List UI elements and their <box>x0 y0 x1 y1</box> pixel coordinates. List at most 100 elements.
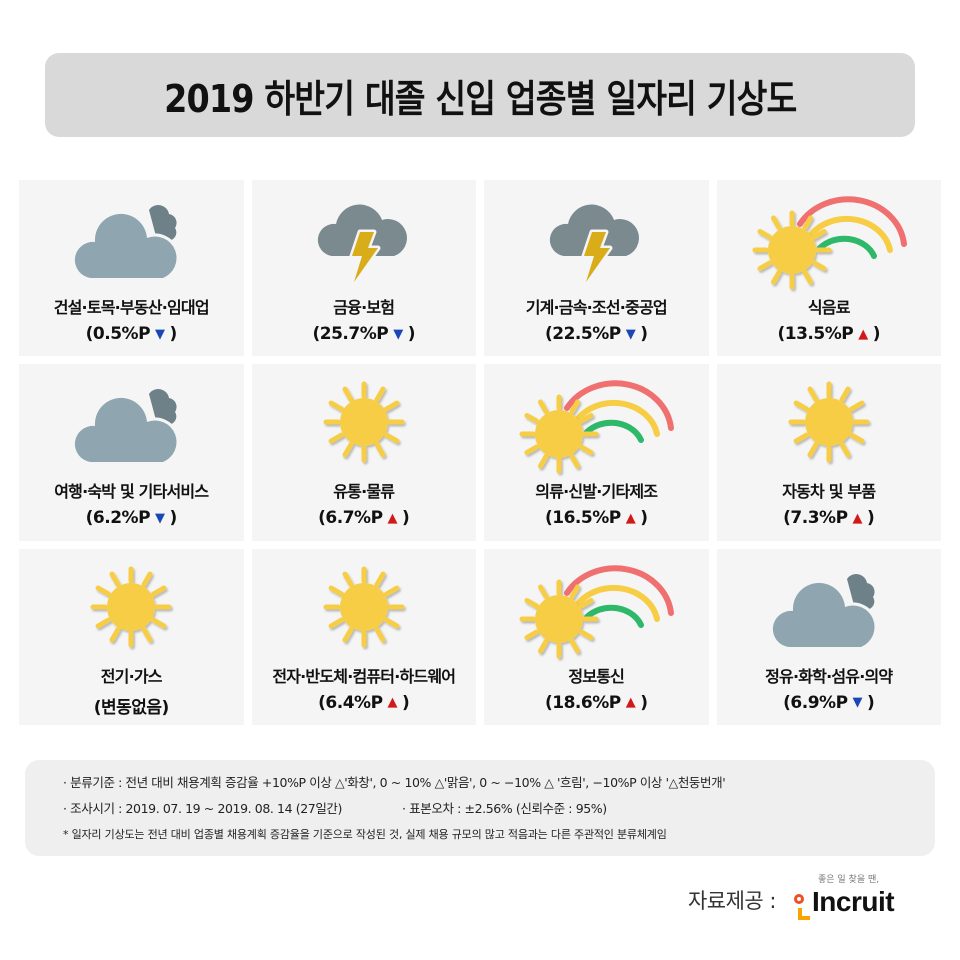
change-percent: (25.7%P <box>312 324 389 344</box>
down-arrow-icon: ▼ <box>852 695 863 711</box>
cloud-icon <box>769 573 878 650</box>
industry-change-value: (16.5%P ▲) <box>545 508 648 528</box>
up-arrow-icon: ▲ <box>858 326 868 342</box>
industry-grid: 건설·토목·부동산·임대업 (0.5%P ▼) 금융·보험 (25.7%P ▼) 기계·… <box>19 180 941 725</box>
cloud-icon <box>72 205 180 281</box>
change-percent: (18.6%P <box>545 692 621 713</box>
close-paren: ) <box>407 324 416 344</box>
industry-card: 전자·반도체·컴퓨터·하드웨어 (6.4%P ▲) <box>251 548 476 725</box>
industry-card: 건설·토목·부동산·임대업 (0.5%P ▼) <box>19 180 244 357</box>
up-arrow-icon: ▲ <box>625 695 636 711</box>
industry-change-value: (6.4%P ▲) <box>318 692 410 713</box>
down-arrow-icon: ▼ <box>155 326 165 342</box>
notes-panel: · 분류기준 : 전년 대비 채용계획 증감율 +10%P 이상 △'화창', … <box>25 760 935 856</box>
close-paren: ) <box>169 508 178 529</box>
change-percent: (변동없음) <box>93 697 170 718</box>
industry-name: 자동차 및 부품 <box>782 482 876 502</box>
industry-change-value: (0.5%P ▼) <box>85 324 178 344</box>
industry-card: 기계·금속·조선·중공업 (22.5%P ▼) <box>484 180 709 357</box>
industry-name: 유통·물류 <box>333 482 395 502</box>
industry-card: 식음료 (13.5%P ▲) <box>716 180 941 357</box>
close-paren: ) <box>867 692 875 713</box>
close-paren: ) <box>867 508 875 529</box>
industry-name: 기계·금속·조선·중공업 <box>525 298 668 317</box>
sunny-rainbow-weather-icon <box>739 186 919 290</box>
change-percent: (22.5%P <box>545 324 621 344</box>
industry-card: 의류·신발·기타제조 (16.5%P ▲) <box>484 364 709 541</box>
change-percent: (6.7%P <box>318 508 383 529</box>
sun-icon <box>788 381 870 463</box>
title-banner: 2019 하반기 대졸 신입 업종별 일자리 기상도 <box>45 53 915 137</box>
close-paren: ) <box>169 324 178 344</box>
sun-rainbow-icon <box>519 380 675 474</box>
change-percent: (6.4%P <box>318 692 383 713</box>
sunny-weather-icon <box>739 370 919 474</box>
industry-card: 자동차 및 부품 (7.3%P ▲) <box>716 364 941 541</box>
close-paren: ) <box>872 324 881 344</box>
sun-icon <box>323 381 405 463</box>
sun-rainbow-icon <box>752 196 907 290</box>
thunderstorm-weather-icon <box>274 186 454 290</box>
industry-change-value: (6.2%P ▼) <box>85 508 178 529</box>
close-paren: ) <box>640 508 648 529</box>
logo-corner-icon <box>798 908 810 920</box>
logo-wordmark: Incruit <box>812 886 895 917</box>
sun-icon <box>323 566 405 648</box>
note-error: · 표본오차 : ±2.56% (신뢰수준 : 95%) <box>402 801 607 816</box>
industry-change-value: (6.9%P ▼) <box>783 692 875 713</box>
industry-name: 금융·보험 <box>333 298 395 317</box>
industry-change-value: (13.5%P ▲) <box>778 324 881 344</box>
cloudy-weather-icon <box>41 370 221 474</box>
change-percent: (7.3%P <box>783 508 848 529</box>
industry-change-value: (18.6%P ▲) <box>545 693 648 713</box>
change-percent: (6.2%P <box>85 508 151 529</box>
note-period: · 조사시기 : 2019. 07. 19 ~ 2019. 08. 14 (27… <box>63 801 342 816</box>
cloudy-weather-icon <box>739 555 919 659</box>
thunderstorm-icon <box>550 204 640 285</box>
up-arrow-icon: ▲ <box>852 510 863 526</box>
industry-change-value: (7.3%P ▲) <box>783 508 875 529</box>
industry-change-value: (25.7%P ▼) <box>313 324 416 344</box>
industry-card: 여행·숙박 및 기타서비스 (6.2%P ▼) <box>19 364 244 541</box>
close-paren: ) <box>640 692 648 713</box>
up-arrow-icon: ▲ <box>625 510 636 526</box>
sunny-weather-icon <box>274 370 454 474</box>
close-paren: ) <box>640 324 648 344</box>
industry-card: 정보통신 (18.6%P ▲) <box>484 548 709 725</box>
industry-card: 전기·가스 (변동없음) <box>19 548 244 725</box>
sun-rainbow-icon <box>519 564 675 659</box>
industry-card: 금융·보험 (25.7%P ▼) <box>251 180 476 357</box>
industry-change-value: (변동없음) <box>93 693 170 718</box>
sunny-rainbow-weather-icon <box>506 370 686 474</box>
down-arrow-icon: ▼ <box>393 326 403 342</box>
sunny-weather-icon <box>41 555 221 659</box>
cloud-icon <box>72 389 180 466</box>
incruit-logo: 좋은 일 찾을 땐, Incruit <box>790 872 910 928</box>
down-arrow-icon: ▼ <box>625 326 636 342</box>
industry-card: 유통·물류 (6.7%P ▲) <box>251 364 476 541</box>
close-paren: ) <box>402 508 410 529</box>
industry-name: 식음료 <box>807 298 851 317</box>
logo-dot-icon <box>794 894 804 904</box>
down-arrow-icon: ▼ <box>155 510 165 526</box>
change-percent: (6.9%P <box>783 692 848 713</box>
industry-name: 전자·반도체·컴퓨터·하드웨어 <box>272 666 456 686</box>
close-paren: ) <box>402 692 410 713</box>
thunderstorm-weather-icon <box>506 186 686 290</box>
cloudy-weather-icon <box>41 186 221 290</box>
industry-name: 정보통신 <box>568 666 625 686</box>
industry-card: 정유·화학·섬유·의약 (6.9%P ▼) <box>716 548 941 725</box>
up-arrow-icon: ▲ <box>387 510 398 526</box>
page-title: 2019 하반기 대졸 신입 업종별 일자리 기상도 <box>163 76 797 121</box>
change-percent: (0.5%P <box>85 324 151 344</box>
change-percent: (13.5%P <box>777 324 854 344</box>
industry-name: 여행·숙박 및 기타서비스 <box>54 482 209 502</box>
change-percent: (16.5%P <box>545 508 621 529</box>
logo-tagline: 좋은 일 찾을 땐, <box>818 875 880 885</box>
thunderstorm-icon <box>317 204 407 285</box>
up-arrow-icon: ▲ <box>387 695 398 711</box>
note-criteria: · 분류기준 : 전년 대비 채용계획 증감율 +10%P 이상 △'화창', … <box>63 775 726 790</box>
industry-change-value: (6.7%P ▲) <box>318 508 410 529</box>
source-label: 자료제공 : <box>687 889 777 913</box>
sunny-rainbow-weather-icon <box>506 555 686 659</box>
